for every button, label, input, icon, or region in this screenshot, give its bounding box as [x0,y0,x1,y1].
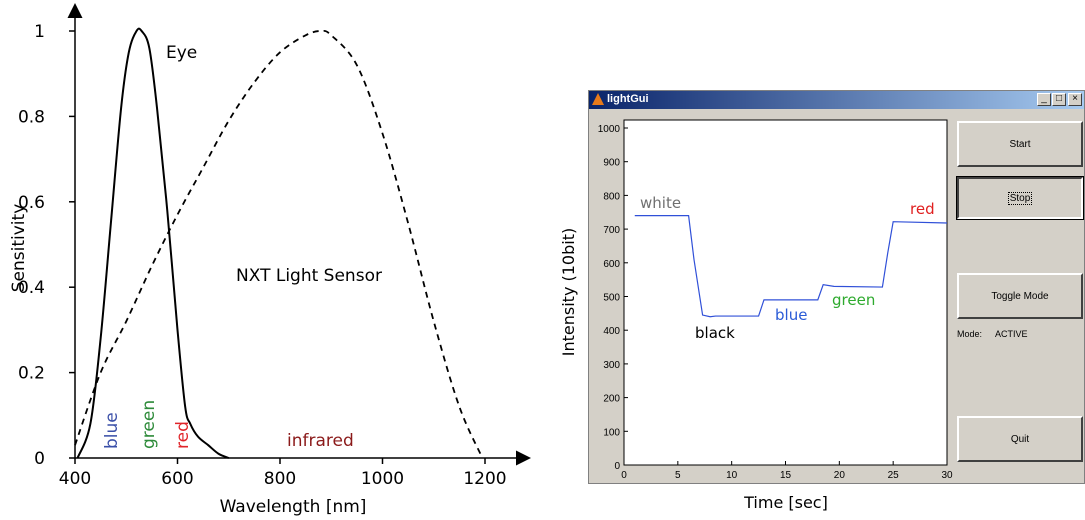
green-band-label: green [139,400,159,449]
toggle-mode-label: Toggle Mode [991,290,1049,302]
x-tick-label: 1200 [463,469,506,489]
blue-band-label: blue [102,412,122,449]
y-tick-label: 0.2 [18,364,45,384]
minimize-button[interactable]: _ [1037,93,1051,106]
lightgui-window: lightGui _ □ × Start Stop Toggle Mode Mo… [588,90,1085,484]
infrared-band-label: infrared [287,431,354,451]
mode-label: Mode: [957,329,983,339]
y-tick-label: 1 [34,22,45,42]
close-button[interactable]: × [1068,93,1082,106]
toggle-mode-button[interactable]: Toggle Mode [957,273,1083,319]
stop-button-label: Stop [1007,191,1033,205]
maximize-button[interactable]: □ [1052,93,1066,106]
red-band-label: red [173,421,193,449]
y-tick-label: 0.8 [18,107,45,127]
y-tick-label: 0 [34,449,45,469]
y-tick-label: 0.6 [18,193,45,213]
eye-curve [76,27,230,459]
y-axis-label: Sensitivity [9,204,29,293]
x-tick-label: 1000 [361,469,404,489]
x-tick-label: 400 [59,469,91,489]
sensor-label: NXT Light Sensor [236,266,382,286]
x-tick-label: 600 [161,469,193,489]
intensity-y-label: Intensity (10bit) [559,228,578,356]
sensitivity-chart: 0 0.2 0.4 0.6 0.8 1 400 600 800 1000 1200 Sensiti… [9,3,531,517]
title-bar[interactable]: lightGui _ □ × [589,91,1084,109]
x-axis-label: Wavelength [nm] [220,497,367,517]
sensor-curve [74,29,484,459]
eye-label: Eye [166,43,197,63]
matlab-icon [592,93,604,105]
start-button[interactable]: Start [957,121,1083,167]
x-tick-label: 800 [264,469,296,489]
window-title: lightGui [607,93,649,105]
y-tick-label: 0.4 [18,278,45,298]
quit-button[interactable]: Quit [957,416,1083,462]
intensity-x-label: Time [sec] [743,493,828,512]
quit-button-label: Quit [1010,433,1030,445]
stop-button[interactable]: Stop [956,176,1084,220]
mode-value: ACTIVE [995,329,1028,339]
start-button-label: Start [1009,138,1031,150]
